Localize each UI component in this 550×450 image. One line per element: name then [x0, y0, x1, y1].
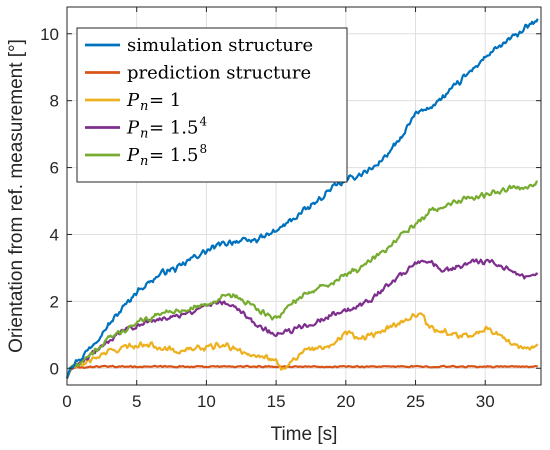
series-lines [65, 18, 539, 379]
legend-box [76, 27, 348, 183]
y-tick-label: 2 [50, 292, 59, 311]
legend-label-superscript: 8 [199, 142, 207, 156]
series-line [65, 18, 539, 379]
x-axis-label: Time [s] [271, 424, 338, 445]
series-line [65, 364, 538, 379]
x-tick-label: 30 [476, 392, 495, 411]
y-tick-label: 4 [50, 225, 59, 244]
y-tick-label: 0 [50, 359, 59, 378]
y-tick-label: 8 [50, 92, 59, 111]
legend-label: prediction structure [127, 63, 311, 84]
x-tick-label: 5 [132, 392, 141, 411]
legend-label-subscript: n [140, 154, 148, 169]
y-tick-label: 6 [50, 159, 59, 178]
legend-label-superscript: 4 [199, 115, 207, 129]
x-tick-label: 15 [267, 392, 286, 411]
x-tick-label: 10 [197, 392, 216, 411]
legend-label: simulation structure [127, 35, 313, 56]
legend-label-subscript: n [140, 99, 148, 114]
legend-label-rest: = 1.5 [149, 145, 198, 166]
legend-label-rest: = 1.5 [149, 118, 198, 139]
x-tick-label: 25 [406, 392, 425, 411]
legend-label-main: P [126, 118, 140, 139]
y-tick-label: 10 [40, 25, 59, 44]
series-line [65, 180, 539, 379]
x-tick-label: 20 [336, 392, 355, 411]
legend-label-rest: = 1 [149, 90, 181, 111]
x-tick-label: 0 [62, 392, 71, 411]
legend-label-main: P [126, 145, 140, 166]
y-axis-label: Orientation from ref. measurement [°] [6, 39, 27, 353]
series-line [65, 312, 539, 379]
legend-label-main: P [126, 90, 140, 111]
series-line [65, 258, 539, 379]
legend: simulation structure prediction structure… [76, 27, 348, 183]
legend-label-subscript: n [140, 127, 148, 142]
plot-frame [66, 6, 542, 386]
axis-ticks: 0 5 10 15 20 25 30 0 2 4 6 8 10 [40, 7, 541, 411]
